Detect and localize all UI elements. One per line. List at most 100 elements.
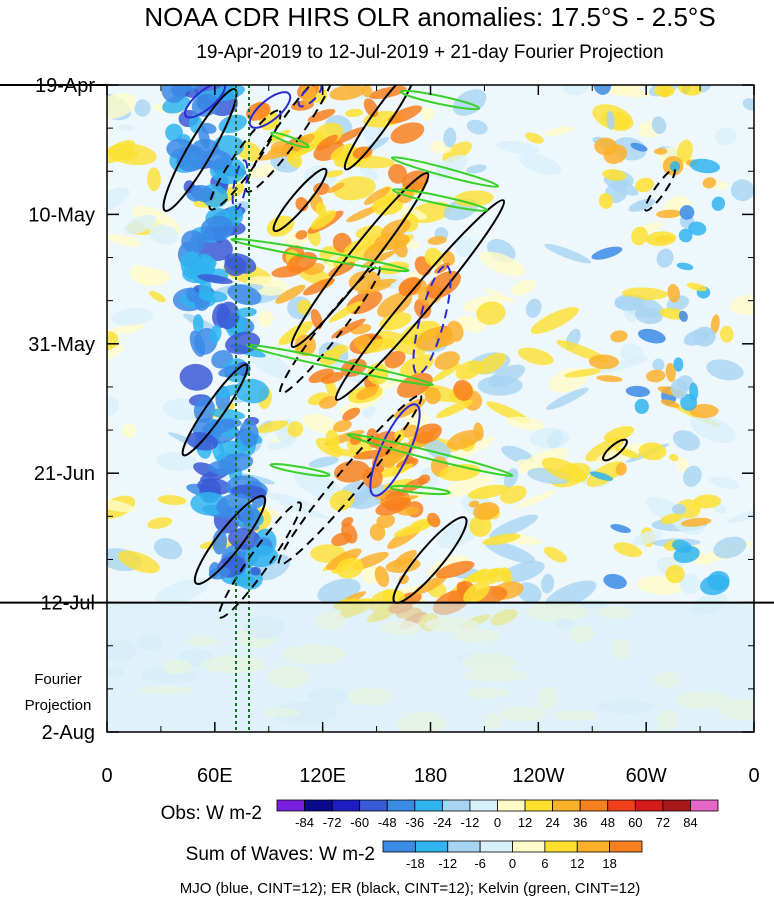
wave-contour [244,85,336,193]
anomaly-blob [479,251,526,277]
obs-colorbar-label: Obs: W m-2 [161,803,262,824]
anomaly-blob [606,111,615,130]
anomaly-blob [453,379,473,401]
anomaly-blob [466,119,488,135]
anomaly-blob [645,231,677,247]
anomaly-blob [656,248,674,268]
anomaly-blob [424,387,441,405]
anomaly-blob [484,540,536,564]
anomaly-blob [331,532,353,547]
y-tick-label: 19-Apr [35,75,95,97]
anomaly-blob [719,325,734,343]
anomaly-blob [300,85,317,105]
anomaly-blob [669,161,681,172]
wave-contours [162,85,676,619]
anomaly-blob [679,205,695,220]
anomaly-blob [346,206,378,223]
y-tick-label: 2-Aug [42,722,95,744]
colorbar-swatch [469,799,498,812]
anomaly-blob [672,503,687,515]
anomaly-blob [442,475,494,498]
anomaly-blob [234,378,270,404]
anomaly-blob [603,144,628,164]
anomaly-blob [344,108,364,118]
anomaly-blob [530,307,579,334]
colorbar-swatch [524,799,554,812]
anomaly-blob [380,219,411,239]
anomaly-blob [602,169,627,181]
anomaly-blob [634,307,663,325]
anomaly-blob [326,548,362,571]
anomaly-blob [631,226,648,246]
anomaly-blob [467,484,509,500]
anomaly-blob [228,528,261,550]
anomaly-blob [353,449,391,460]
anomaly-blob [665,362,676,382]
anomaly-blob [321,371,344,384]
anomaly-blob [293,471,344,501]
anomaly-blob [216,301,240,330]
anomaly-blob [468,500,480,508]
anomaly-blob [463,581,490,604]
anomaly-blob [107,344,125,362]
anomaly-blob [396,372,433,398]
anomaly-blob [603,426,635,442]
anomaly-blob [361,85,373,98]
anomaly-blob [711,196,726,211]
anomaly-blob [506,416,545,431]
anomaly-blob [153,538,183,560]
anomaly-blob [672,430,701,451]
anomaly-blob [328,301,363,323]
anomaly-blob [676,457,689,473]
colorbar-swatch [579,799,609,812]
x-axis: 0 60E 120E 180 120W 60W 0 [101,85,760,787]
wave-contour [346,433,514,477]
anomaly-blob [157,495,187,506]
anomaly-blob [446,429,481,450]
colorbar-swatch [276,799,305,812]
wave-contour [270,131,310,149]
y-tick-label: 10-May [28,204,95,226]
wave-contour [231,159,249,211]
anomaly-blob [619,343,644,362]
anomaly-blob [610,524,631,534]
anomaly-blob [496,140,540,154]
anomaly-blob [476,352,507,375]
anomaly-blob [614,296,646,311]
anomaly-blob [431,363,461,382]
anomaly-blob [676,139,693,163]
anomaly-blob [415,327,453,351]
colorbar-swatch [479,840,513,853]
anomaly-blob [342,407,361,421]
anomaly-blob [689,158,721,174]
colorbar-level: -36 [405,815,424,830]
anomaly-blob [107,234,142,247]
anomaly-blob [510,279,537,296]
colorbar-level: -48 [378,815,397,830]
colorbar-swatch [552,799,581,812]
anomaly-blob [286,141,321,161]
anomaly-blob [456,315,486,333]
wave-contour [343,85,417,171]
wave-contour [272,167,328,233]
anomaly-blob [303,165,336,189]
colorbar-level: 60 [628,815,642,830]
projection-label-line2: Projection [25,697,92,714]
anomaly-blob [441,250,455,266]
anomaly-blob [287,421,304,438]
anomaly-blob [368,86,407,100]
anomaly-blob [220,418,242,428]
anomaly-blob [466,164,487,174]
anomaly-blob [676,262,694,271]
colorbar-swatch [634,799,664,812]
anomaly-blob [357,282,392,295]
anomaly-blob [501,445,535,465]
anomaly-blob [638,442,667,461]
anomaly-blob [690,415,736,443]
anomaly-blob [200,215,234,242]
anomaly-blob [327,182,345,194]
anomaly-blob [529,427,570,449]
anomaly-blob [199,290,228,303]
anomaly-blob [710,314,720,335]
anomaly-blob [670,378,688,399]
